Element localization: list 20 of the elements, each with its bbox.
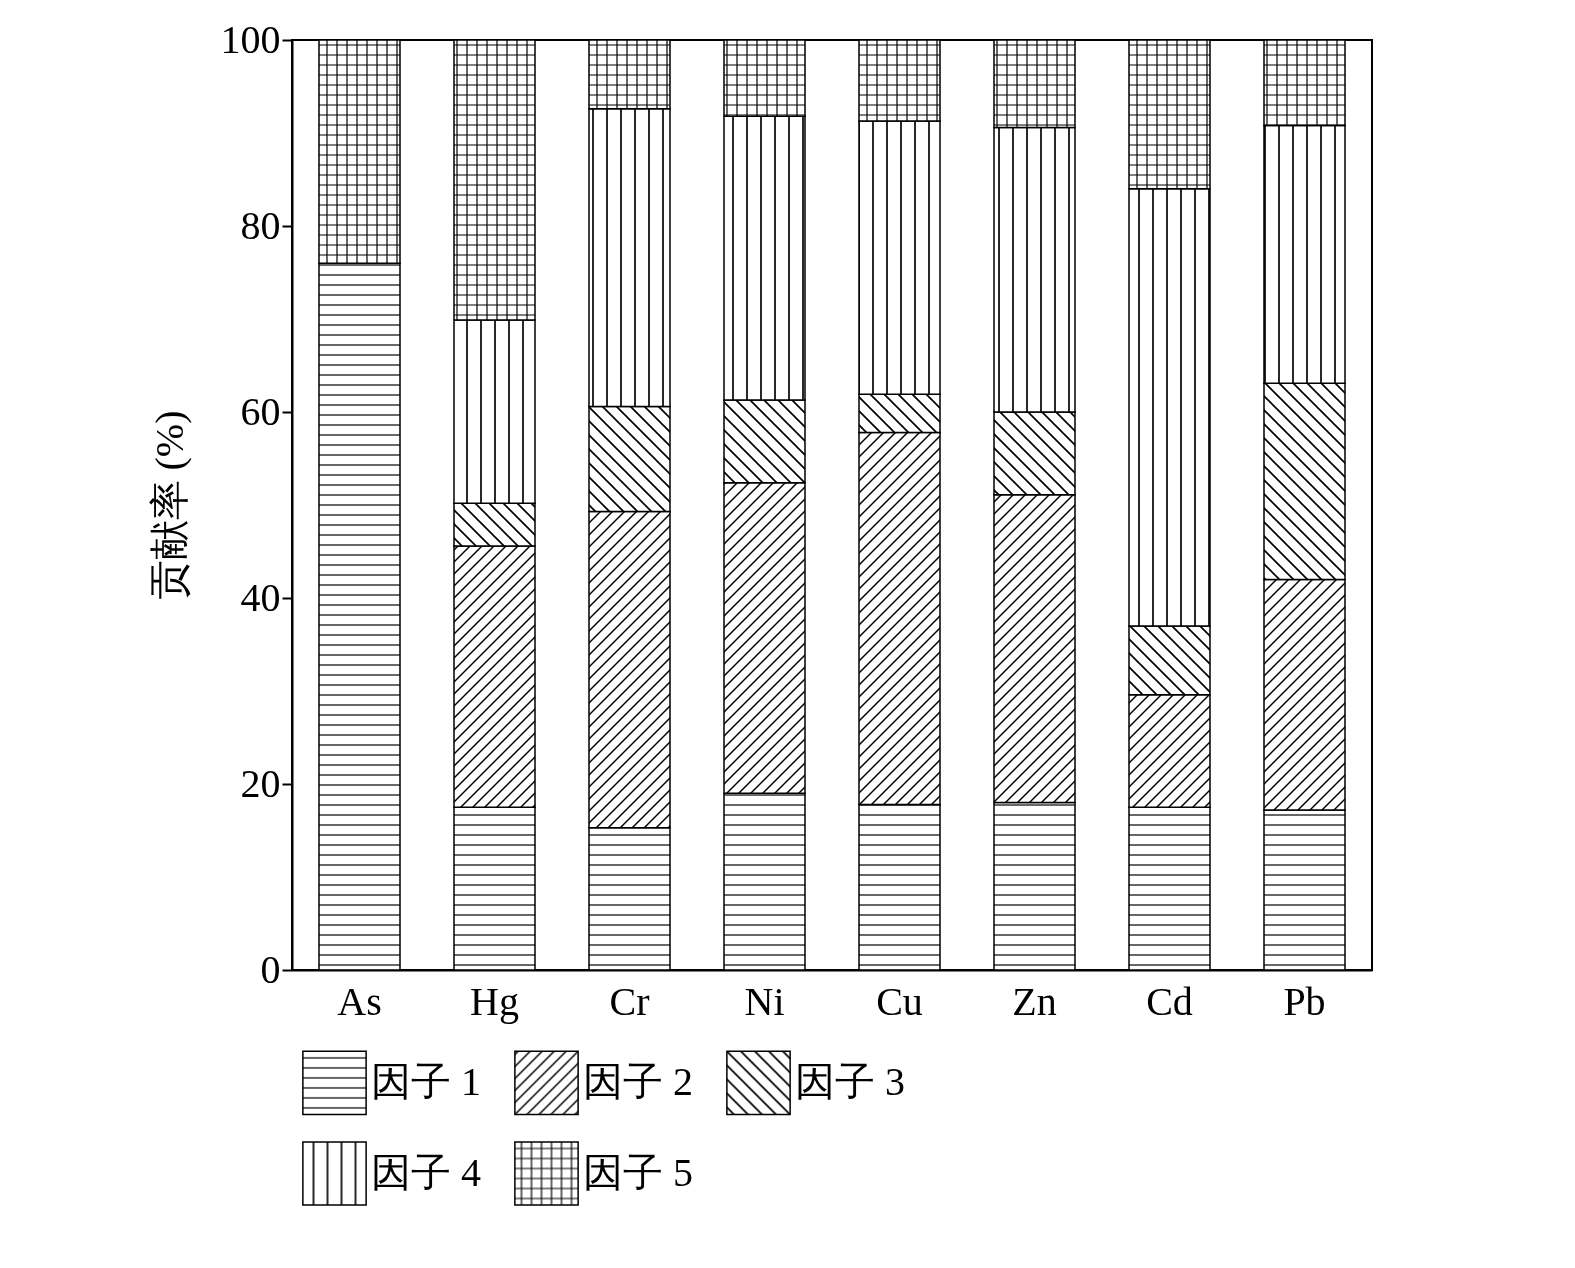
legend-label: 因子 2	[583, 1058, 693, 1104]
x-tick-label: Cu	[876, 978, 923, 1024]
y-axis-title: 贡献率 (%)	[146, 410, 192, 601]
legend-label: 因子 5	[583, 1149, 693, 1195]
x-tick-label: Zn	[1012, 978, 1057, 1024]
legend-label: 因子 4	[371, 1149, 481, 1195]
legend-label: 因子 3	[795, 1058, 905, 1104]
x-tick-label: Cr	[609, 978, 650, 1024]
x-tick-label: Hg	[470, 978, 519, 1024]
y-tick-label: 20	[240, 760, 281, 806]
x-tick-label: Ni	[744, 978, 785, 1024]
y-tick-label: 0	[260, 946, 281, 992]
y-tick-label: 80	[240, 202, 281, 248]
x-tick-label: As	[337, 978, 382, 1024]
y-tick-label: 40	[240, 574, 281, 620]
y-tick-label: 60	[240, 388, 281, 434]
y-tick-label: 100	[220, 16, 281, 62]
legend-label: 因子 1	[371, 1058, 481, 1104]
x-tick-label: Cd	[1146, 978, 1193, 1024]
x-tick-label: Pb	[1283, 978, 1326, 1024]
